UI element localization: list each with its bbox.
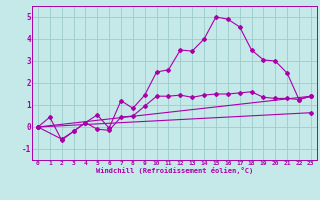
X-axis label: Windchill (Refroidissement éolien,°C): Windchill (Refroidissement éolien,°C) — [96, 167, 253, 174]
